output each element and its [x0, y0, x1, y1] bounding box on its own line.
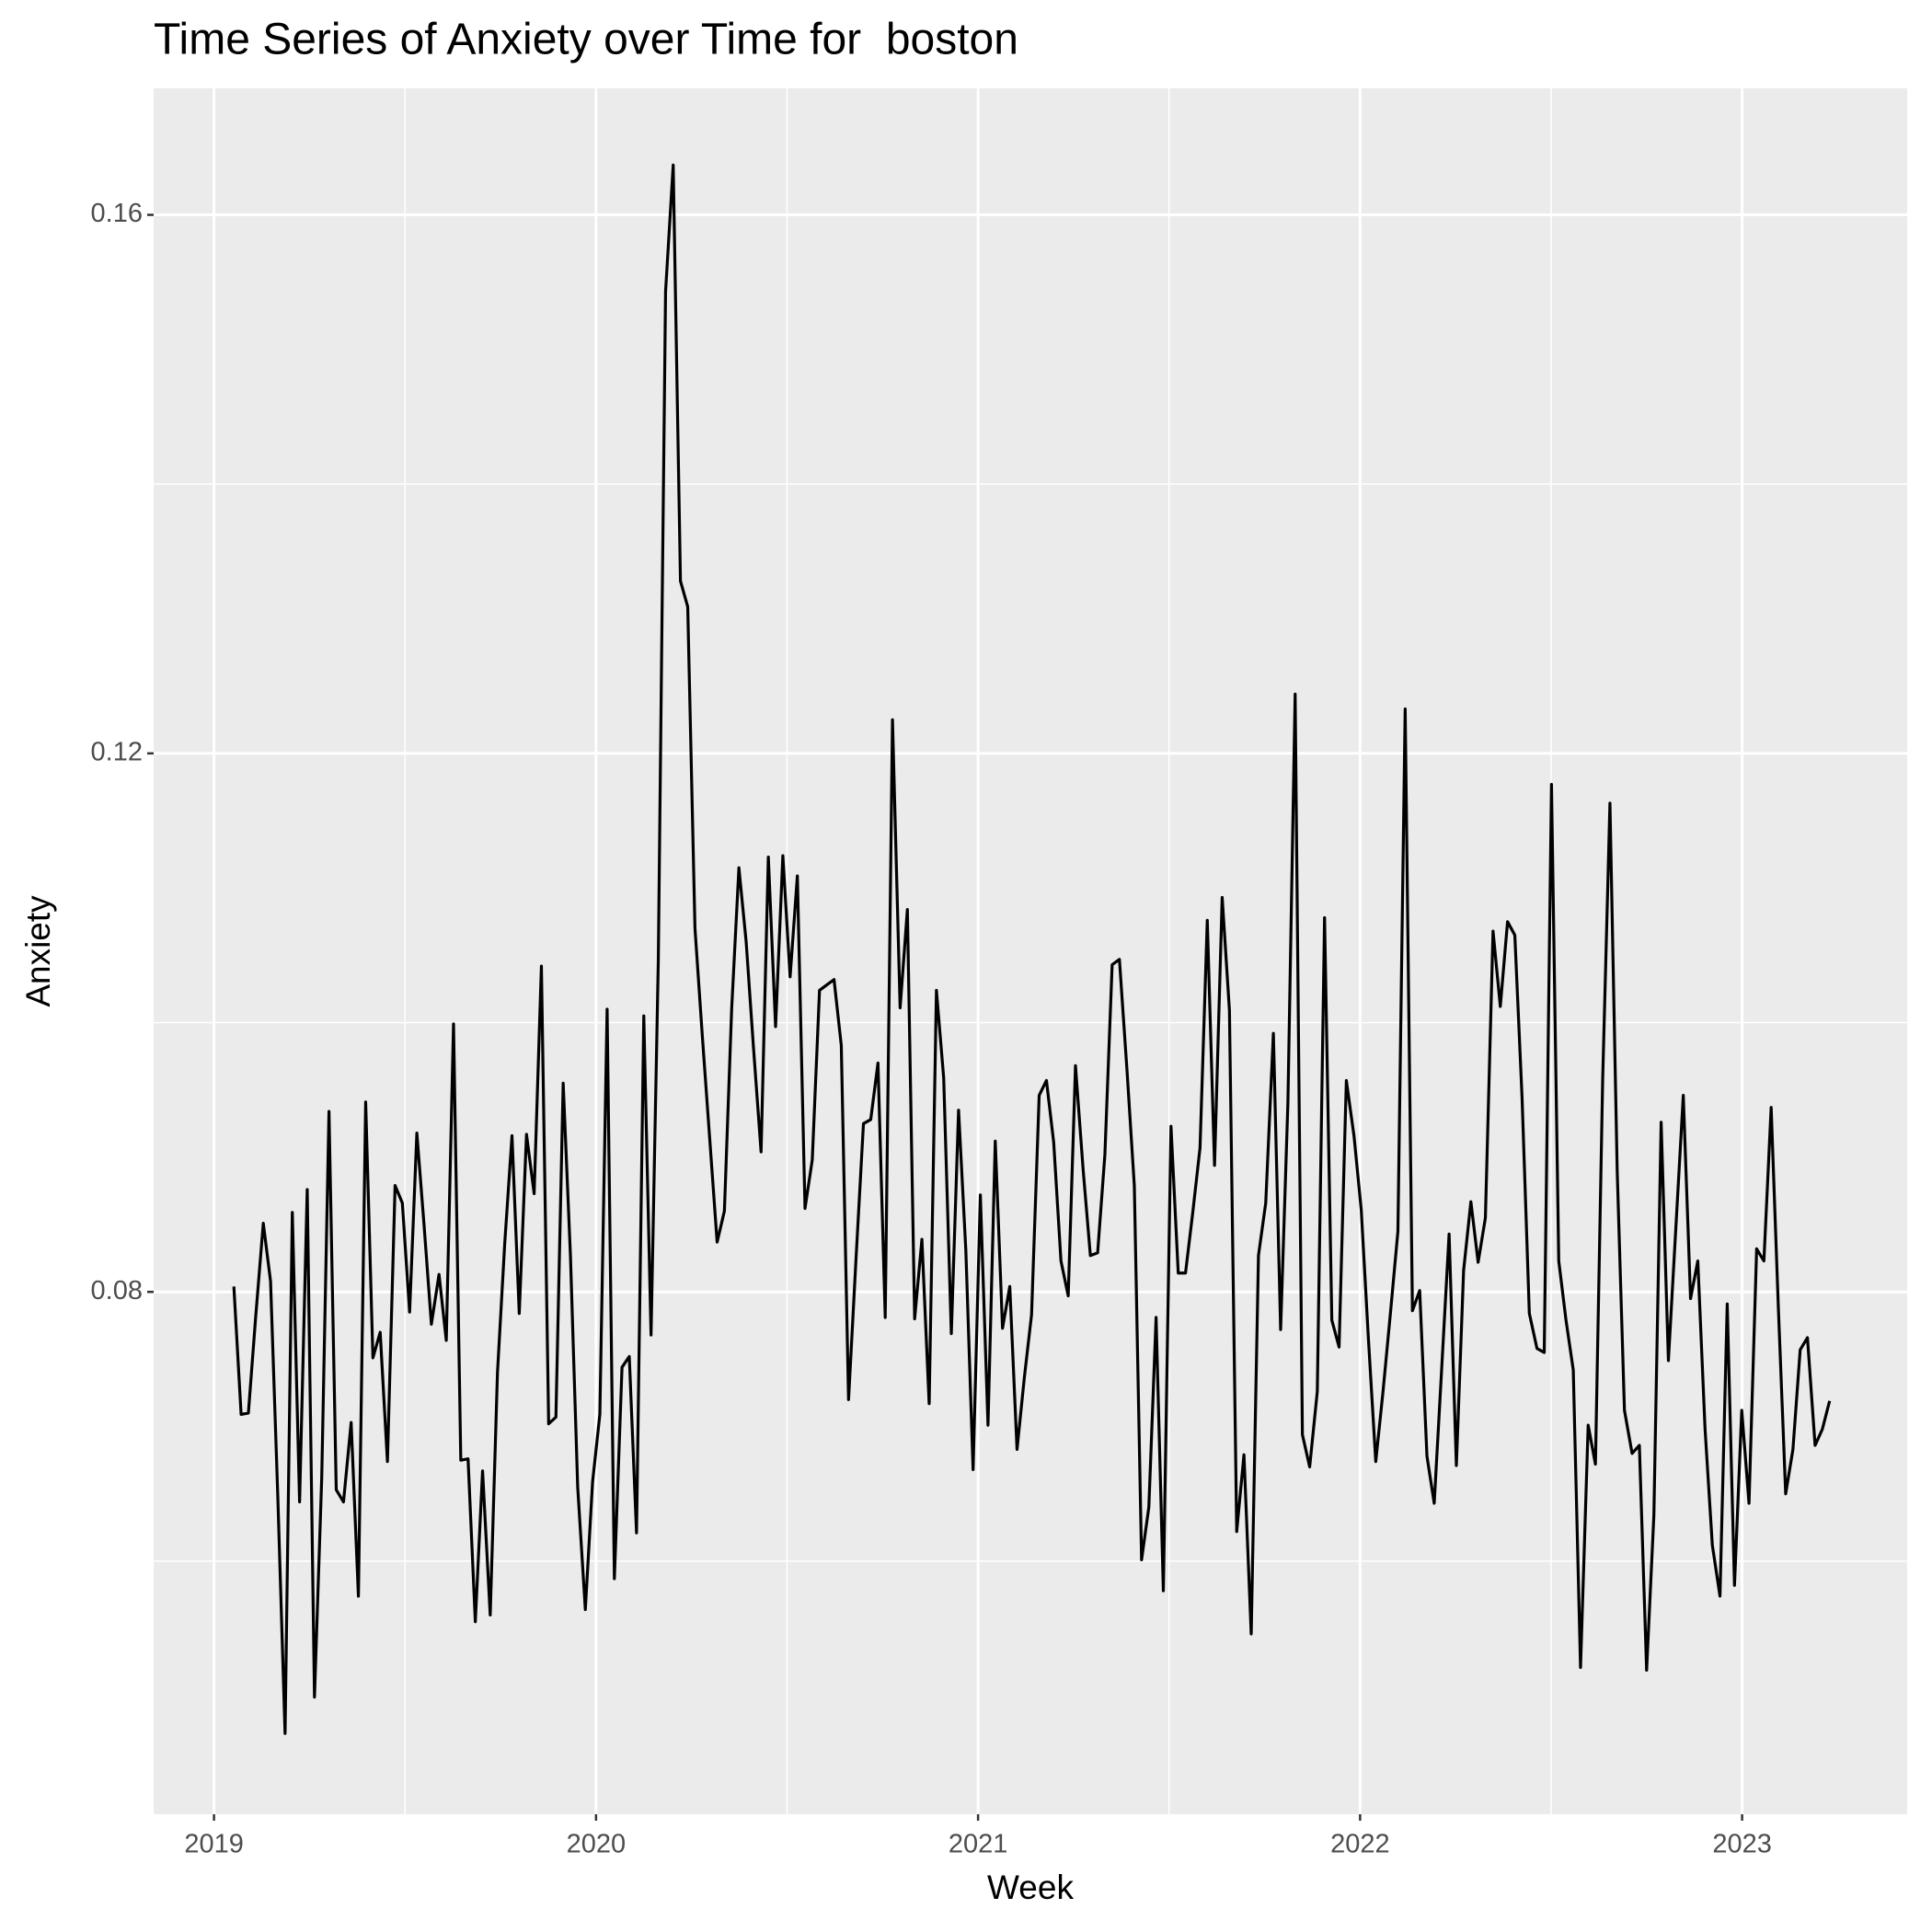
data-line [232, 163, 1832, 1735]
axes: 0.08 0.12 0.16 2019 2020 2021 2022 2023 [91, 199, 1772, 1858]
marks [232, 163, 1832, 1735]
x-axis-title: Week [987, 1869, 1074, 1906]
x-tick-label: 2023 [1712, 1830, 1772, 1859]
x-tick-label: 2022 [1330, 1830, 1390, 1859]
x-tick-label: 2019 [184, 1830, 244, 1859]
x-tick-label: 2021 [949, 1830, 1008, 1859]
y-tick-label: 0.16 [91, 199, 143, 228]
grid [154, 88, 1907, 1814]
y-tick-label: 0.08 [91, 1276, 143, 1305]
plot-panel [154, 88, 1907, 1814]
y-tick-label: 0.12 [91, 738, 143, 767]
y-axis-title: Anxiety [19, 895, 57, 1007]
x-tick-label: 2020 [567, 1830, 627, 1859]
chart-title: Time Series of Anxiety over Time for bos… [154, 16, 1018, 64]
